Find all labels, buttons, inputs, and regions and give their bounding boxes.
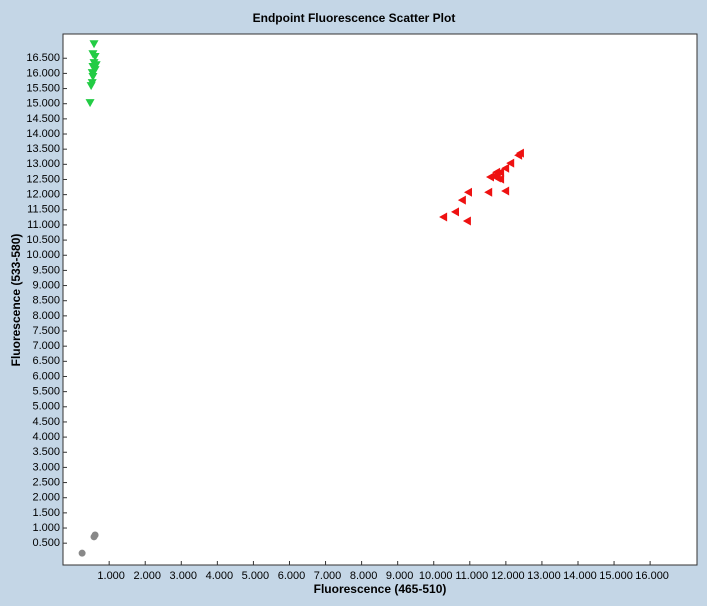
y-tick-label: 15.500: [26, 82, 60, 94]
y-tick-label: 4.500: [32, 416, 60, 428]
y-tick-label: 13.500: [26, 143, 60, 155]
y-tick-label: 4.000: [32, 431, 60, 443]
y-tick-label: 8.000: [32, 310, 60, 322]
x-tick-label: 4.000: [206, 570, 234, 582]
x-tick-label: 12.000: [491, 570, 525, 582]
point: [457, 195, 466, 205]
y-tick-label: 14.000: [26, 128, 60, 140]
point: [462, 216, 471, 226]
y-tick-label: 7.500: [32, 325, 60, 337]
y-tick-label: 3.000: [32, 461, 60, 473]
point: [514, 150, 523, 160]
x-tick-label: 6.000: [278, 570, 306, 582]
y-tick-label: 3.500: [32, 446, 60, 458]
y-tick-label: 6.500: [32, 355, 60, 367]
y-tick-label: 1.000: [32, 522, 60, 534]
chart-title: Endpoint Fluorescence Scatter Plot: [253, 11, 456, 25]
y-tick-label: 5.000: [32, 401, 60, 413]
point: [501, 186, 510, 196]
y-tick-label: 7.000: [32, 340, 60, 352]
y-tick-label: 0.500: [32, 537, 60, 549]
point: [492, 173, 501, 183]
y-tick-label: 9.500: [32, 264, 60, 276]
y-axis-label: Fluorescence (533-580): [9, 234, 23, 367]
y-tick-label: 6.000: [32, 370, 60, 382]
y-tick-label: 5.500: [32, 386, 60, 398]
x-tick-label: 7.000: [314, 570, 342, 582]
x-axis-label: Fluorescence (465-510): [314, 582, 447, 596]
point: [90, 533, 98, 541]
point: [89, 40, 99, 49]
point: [501, 163, 510, 173]
y-tick-label: 9.000: [32, 279, 60, 291]
point: [484, 187, 493, 197]
x-tick-label: 5.000: [242, 570, 270, 582]
x-tick-label: 10.000: [419, 570, 453, 582]
x-tick-label: 15.000: [599, 570, 633, 582]
y-tick-label: 1.500: [32, 507, 60, 519]
x-tick-label: 8.000: [350, 570, 378, 582]
x-tick-label: 13.000: [527, 570, 561, 582]
y-tick-label: 14.500: [26, 113, 60, 125]
point: [506, 158, 515, 168]
point: [85, 99, 95, 108]
point: [463, 187, 472, 197]
y-tick-label: 16.000: [26, 67, 60, 79]
point: [439, 212, 448, 222]
point: [492, 167, 501, 177]
x-tick-label: 2.000: [133, 570, 161, 582]
x-tick-label: 1.000: [97, 570, 125, 582]
y-tick-label: 10.500: [26, 234, 60, 246]
point: [451, 207, 460, 217]
y-tick-label: 12.000: [26, 189, 60, 201]
point: [485, 172, 494, 182]
x-tick-label: 3.000: [170, 570, 198, 582]
point: [88, 73, 98, 82]
point: [78, 549, 86, 557]
point: [90, 53, 100, 62]
y-tick-label: 13.000: [26, 158, 60, 170]
y-tick-label: 10.000: [26, 249, 60, 261]
x-tick-label: 11.000: [455, 570, 488, 582]
y-tick-label: 12.500: [26, 173, 60, 185]
y-tick-label: 2.500: [32, 476, 60, 488]
x-tick-label: 14.000: [563, 570, 597, 582]
x-tick-label: 9.000: [386, 570, 414, 582]
y-tick-label: 15.000: [26, 98, 60, 110]
plot-area: [62, 33, 698, 566]
y-tick-label: 2.000: [32, 492, 60, 504]
y-tick-label: 11.000: [27, 219, 60, 231]
y-tick-label: 11.500: [27, 204, 60, 216]
y-tick-label: 8.500: [32, 295, 60, 307]
point: [86, 82, 96, 91]
x-tick-label: 16.000: [635, 570, 669, 582]
y-tick-label: 16.500: [26, 52, 60, 64]
